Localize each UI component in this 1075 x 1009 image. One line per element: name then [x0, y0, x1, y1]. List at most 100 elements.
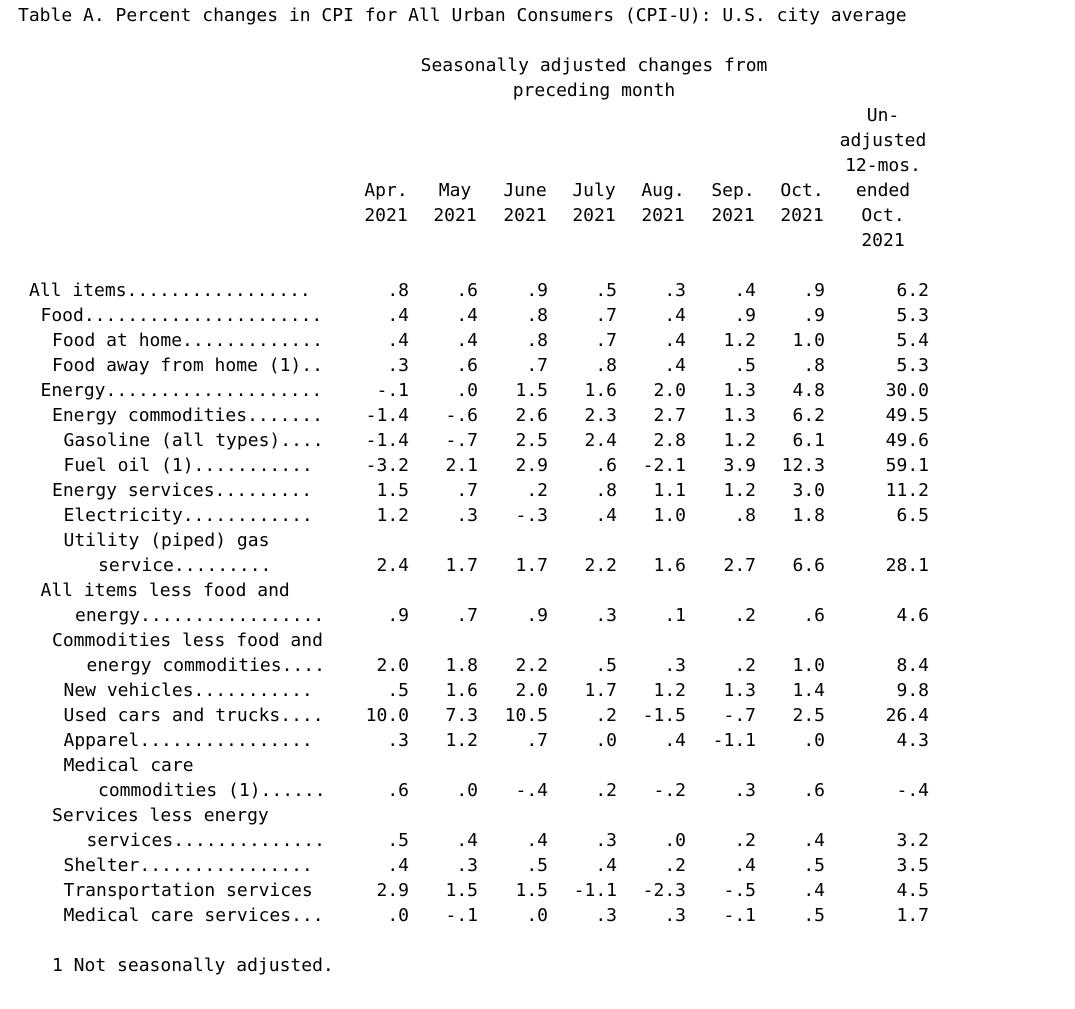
value-cell: 1.1	[653, 480, 686, 501]
value-cell: 3.9	[723, 455, 756, 476]
unadjusted-value-cell: 28.1	[885, 555, 929, 576]
value-cell: 1.8	[792, 505, 825, 526]
value-cell: 6.6	[792, 555, 825, 576]
value-cell: -1.5	[642, 705, 686, 726]
value-cell: .2	[595, 780, 617, 801]
value-cell: 2.7	[723, 555, 756, 576]
value-cell: .9	[526, 605, 548, 626]
value-cell: .2	[595, 705, 617, 726]
value-cell: 2.0	[653, 380, 686, 401]
value-cell: .7	[595, 305, 617, 326]
value-cell: -.7	[445, 430, 478, 451]
footnote: 1 Not seasonally adjusted.	[52, 955, 334, 976]
value-cell: .3	[595, 905, 617, 926]
value-cell: 1.3	[723, 680, 756, 701]
value-cell: .4	[803, 830, 825, 851]
value-cell: .5	[595, 280, 617, 301]
value-cell: -3.2	[365, 455, 409, 476]
value-cell: -.2	[653, 780, 686, 801]
unadjusted-value-cell: 5.4	[896, 330, 929, 351]
value-cell: 2.9	[376, 880, 409, 901]
value-cell: .2	[734, 605, 756, 626]
value-cell: .4	[595, 855, 617, 876]
value-cell: .6	[387, 780, 409, 801]
unadjusted-value-cell: 4.3	[896, 730, 929, 751]
value-cell: .9	[387, 605, 409, 626]
unadjusted-value-cell: 5.3	[896, 305, 929, 326]
value-cell: 1.6	[653, 555, 686, 576]
row-label: Medical care services...	[63, 905, 324, 926]
value-cell: .4	[803, 880, 825, 901]
value-cell: .8	[526, 330, 548, 351]
value-cell: .5	[387, 680, 409, 701]
row-label: All items less food and	[40, 580, 290, 601]
value-cell: .4	[456, 330, 478, 351]
value-cell: .8	[803, 355, 825, 376]
column-header-year: 2021	[641, 205, 685, 226]
row-label: Medical care	[63, 755, 194, 776]
value-cell: .4	[526, 830, 548, 851]
value-cell: 1.7	[515, 555, 548, 576]
value-cell: .7	[456, 605, 478, 626]
value-cell: .9	[526, 280, 548, 301]
value-cell: .4	[734, 855, 756, 876]
row-label: New vehicles...........	[63, 680, 313, 701]
column-header-month: June	[503, 180, 547, 201]
value-cell: 12.3	[781, 455, 825, 476]
value-cell: .3	[734, 780, 756, 801]
column-header-year: 2021	[433, 205, 477, 226]
value-cell: .5	[803, 855, 825, 876]
column-header-year: 2021	[572, 205, 616, 226]
row-label: Energy....................	[40, 380, 323, 401]
row-label: energy commodities....	[86, 655, 325, 676]
value-cell: .9	[803, 280, 825, 301]
value-cell: .3	[595, 830, 617, 851]
table-title: Table A. Percent changes in CPI for All …	[18, 5, 907, 26]
value-cell: .8	[734, 505, 756, 526]
value-cell: .0	[664, 830, 686, 851]
value-cell: 1.6	[584, 380, 617, 401]
unadjusted-value-cell: 8.4	[896, 655, 929, 676]
value-cell: .2	[664, 855, 686, 876]
value-cell: .7	[526, 355, 548, 376]
row-label: Food at home.............	[52, 330, 323, 351]
value-cell: -.7	[723, 705, 756, 726]
column-header-year: 2021	[364, 205, 408, 226]
unadjusted-value-cell: 6.5	[896, 505, 929, 526]
unadjusted-header-line: ended	[855, 180, 911, 201]
value-cell: -.1	[445, 905, 478, 926]
value-cell: .6	[803, 780, 825, 801]
value-cell: .2	[734, 655, 756, 676]
value-cell: 1.0	[653, 505, 686, 526]
value-cell: 1.0	[792, 330, 825, 351]
value-cell: 10.0	[365, 705, 409, 726]
value-cell: -.4	[515, 780, 548, 801]
value-cell: 1.2	[445, 730, 478, 751]
value-cell: -.3	[515, 505, 548, 526]
value-cell: 1.5	[515, 880, 548, 901]
value-cell: 1.5	[376, 480, 409, 501]
unadjusted-value-cell: 59.1	[885, 455, 929, 476]
value-cell: .5	[526, 855, 548, 876]
value-cell: .8	[526, 305, 548, 326]
value-cell: -.1	[723, 905, 756, 926]
value-cell: .6	[456, 280, 478, 301]
value-cell: .4	[664, 305, 686, 326]
value-cell: .5	[387, 830, 409, 851]
value-cell: .4	[387, 305, 409, 326]
value-cell: .4	[664, 730, 686, 751]
value-cell: .9	[803, 305, 825, 326]
value-cell: .3	[387, 730, 409, 751]
value-cell: -.6	[445, 405, 478, 426]
unadjusted-value-cell: 11.2	[885, 480, 929, 501]
value-cell: 2.4	[376, 555, 409, 576]
value-cell: 1.3	[723, 380, 756, 401]
value-cell: .4	[734, 280, 756, 301]
unadjusted-value-cell: 9.8	[896, 680, 929, 701]
row-label: Utility (piped) gas	[63, 530, 270, 551]
row-label: Used cars and trucks....	[63, 705, 324, 726]
unadjusted-value-cell: 4.6	[896, 605, 929, 626]
unadjusted-value-cell: 1.7	[896, 905, 929, 926]
value-cell: -1.4	[365, 430, 409, 451]
unadjusted-value-cell: 49.6	[885, 430, 929, 451]
